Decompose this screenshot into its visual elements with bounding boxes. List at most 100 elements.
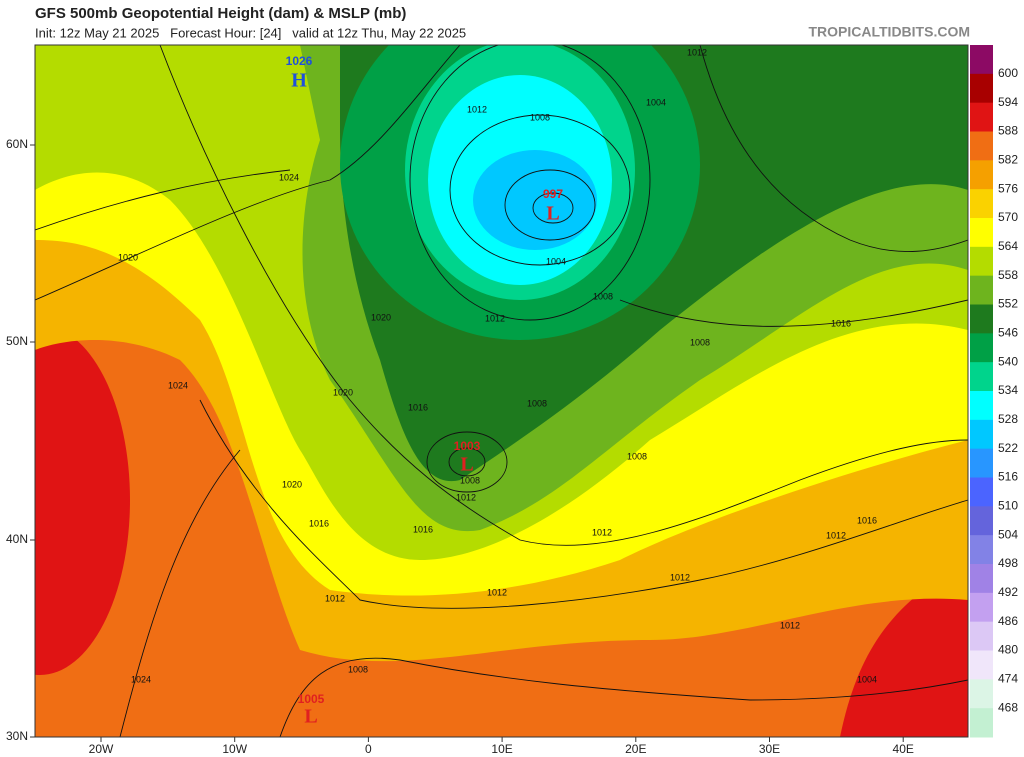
center-pressure: 1003 [454,439,481,453]
colorbar-swatch [970,189,993,219]
colorbar-label: 546 [998,326,1018,340]
colorbar-swatch [970,160,993,190]
colorbar-label: 474 [998,672,1018,686]
colorbar-swatch [970,592,993,623]
colorbar-swatch [970,535,993,565]
isobar-label: 1024 [168,380,188,390]
isobar-label: 1008 [690,337,710,347]
isobar-label: 1016 [408,402,428,412]
colorbar-swatch [970,679,993,709]
isobar-label: 1008 [593,291,613,301]
isobar-label: 1008 [530,112,550,122]
colorbar-swatch [970,218,993,248]
colorbar-label: 486 [998,614,1018,628]
isobar-label: 1024 [279,172,299,182]
lon-label: 40E [893,742,914,756]
lon-label: 0 [365,742,372,756]
isobar-label: 1012 [485,313,505,323]
colorbar-label: 582 [998,153,1018,167]
lat-label: 40N [6,532,28,546]
colorbar-swatch [970,391,993,421]
colorbar-label: 576 [998,181,1018,195]
colorbar-label: 510 [998,499,1018,513]
colorbar-label: 552 [998,297,1018,311]
lon-label: 10W [222,742,247,756]
colorbar-label: 480 [998,643,1018,657]
map-field [35,45,968,737]
colorbar-label: 528 [998,412,1018,426]
isobar-label: 1016 [413,524,433,534]
colorbar-label: 522 [998,441,1018,455]
colorbar-swatch [970,708,993,738]
colorbar-swatch [970,477,993,507]
isobar-label: 1024 [131,674,151,684]
lat-label: 60N [6,137,28,151]
colorbar-swatch [970,621,993,651]
colorbar-swatch [970,650,993,680]
colorbar-swatch [970,419,993,450]
title: GFS 500mb Geopotential Height (dam) & MS… [35,5,406,22]
colorbar-swatch [970,304,993,334]
center-pressure: 997 [543,187,563,201]
center-pressure: 1005 [298,692,325,706]
isobar-label: 1012 [687,47,707,57]
lon-label: 10E [491,742,512,756]
center-letter: L [546,203,559,225]
colorbar-swatch [970,275,993,305]
colorbar-swatch [970,131,993,161]
colorbar-label: 504 [998,527,1018,541]
lat-label: 30N [6,729,28,743]
isobar-label: 1004 [646,97,666,107]
isobar-label: 1008 [460,475,480,485]
colorbar-swatch [970,506,993,536]
isobar-label: 1012 [456,492,476,502]
colorbar-swatch [970,564,993,594]
colorbar-label: 534 [998,383,1018,397]
colorbar-swatch [970,333,993,363]
lon-label: 30E [759,742,780,756]
isobar-label: 1012 [826,530,846,540]
colorbar-label: 540 [998,354,1018,368]
isobar-label: 1004 [857,674,877,684]
isobar-label: 1008 [627,451,647,461]
colorbar-label: 588 [998,124,1018,138]
colorbar-label: 468 [998,700,1018,714]
isobar-label: 1008 [348,664,368,674]
isobar-label: 1004 [546,256,566,266]
colorbar-label: 594 [998,95,1018,109]
isobar-label: 1012 [487,587,507,597]
isobar-label: 1012 [592,527,612,537]
isobar-label: 1012 [467,104,487,114]
lon-label: 20E [625,742,646,756]
colorbar-swatch [970,102,993,132]
center-letter: H [291,70,307,92]
colorbar-swatch [970,73,993,104]
colorbar-swatch [970,448,993,478]
center-letter: L [460,454,473,476]
isobar-label: 1020 [333,387,353,397]
pressure-centers: 1026 H 997 L 1003 L 1005 L [286,54,564,727]
isobar-label: 1016 [309,518,329,528]
isobar-label: 1016 [857,515,877,525]
center-pressure: 1026 [286,54,313,68]
map-frame [34,44,969,738]
colorbar-label: 570 [998,210,1018,224]
isobar-label: 1020 [118,252,138,262]
isobars [35,45,968,737]
lat-label: 50N [6,334,28,348]
isobar-label: 1020 [371,312,391,322]
colorbar-label: 564 [998,239,1018,253]
isobar-label: 1020 [282,479,302,489]
brand: TROPICALTIDBITS.COM [808,24,970,40]
colorbar-swatch [970,45,993,75]
isobar-label: 1008 [527,398,547,408]
colorbar-label: 558 [998,268,1018,282]
center-letter: L [304,706,317,728]
isobar-label: 1016 [831,318,851,328]
isobar-label: 1012 [670,572,690,582]
colorbar-swatch [970,246,993,277]
colorbar-swatch [970,362,993,392]
lon-label: 20W [89,742,114,756]
isobar-label: 1012 [780,620,800,630]
